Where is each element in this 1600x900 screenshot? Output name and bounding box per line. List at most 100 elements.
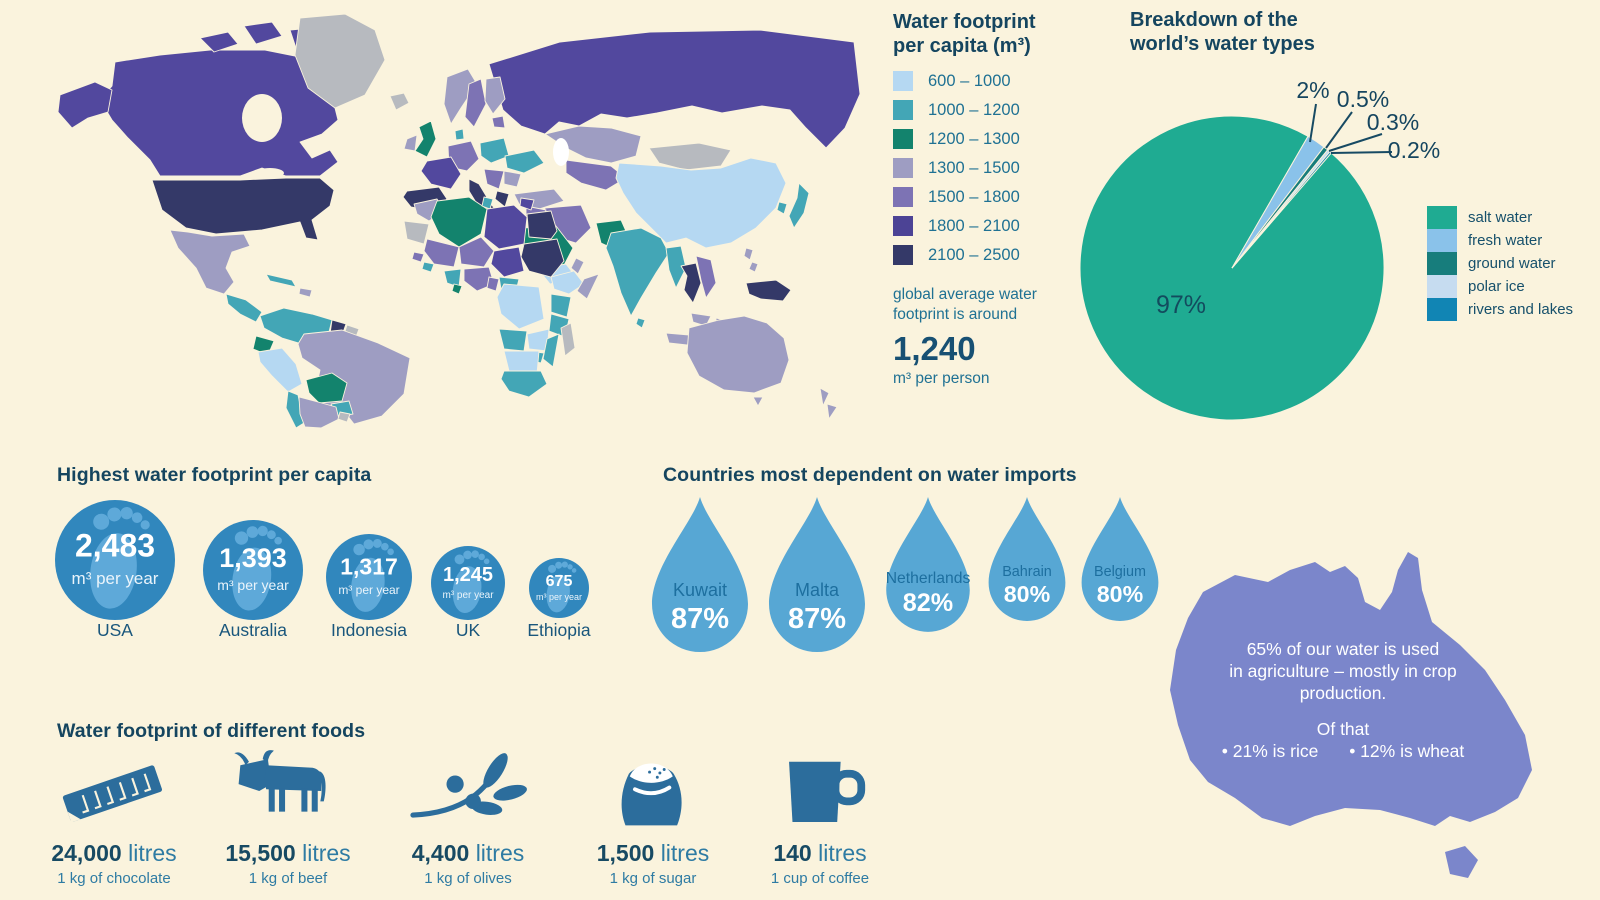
drop-country: Bahrain: [1002, 564, 1052, 580]
footprint-circle: 675 m³ per year Ethiopia: [527, 558, 591, 640]
footprint-circle: 2,483 m³ per year USA: [55, 500, 175, 640]
map-legend-item: 1300 – 1500: [893, 158, 1133, 178]
legend-swatch: [1427, 206, 1457, 229]
pie-slice-label: 0.2%: [1388, 137, 1440, 163]
footprint-circles-chart: 2,483 m³ per year USA 1,393 m³ per year Austr…: [55, 500, 591, 640]
water-drop: Netherlands 82%: [886, 497, 971, 632]
legend-label: ground water: [1468, 255, 1556, 272]
highest-footprint-title: Highest water footprint per capita: [57, 464, 372, 487]
legend-swatch: [893, 245, 913, 265]
pie-main-label: 97%: [1156, 291, 1206, 319]
legend-swatch: [1427, 275, 1457, 298]
australia-text: 65% of our water is used in agriculture …: [1173, 638, 1513, 762]
food-value: 24,000: [51, 840, 122, 866]
legend-swatch: [1427, 252, 1457, 275]
drop-percentage: 87%: [788, 603, 846, 635]
pie-callout-line: [1325, 111, 1353, 149]
food-desc: 1 cup of coffee: [770, 870, 870, 887]
legend-label: fresh water: [1468, 232, 1543, 249]
footprint-value: 1,245: [443, 564, 493, 586]
legend-label: 2100 – 2500: [928, 245, 1020, 264]
food-item-beef: 15,500 litres 1 kg of beef: [193, 748, 383, 887]
australia-line1: 65% of our water is used: [1246, 639, 1440, 659]
footprint-circle: 1,393 m³ per year Australia: [203, 520, 303, 640]
footprint-country: Ethiopia: [527, 620, 591, 640]
australia-mainland: [1170, 552, 1532, 826]
drop-country: Netherlands: [886, 570, 971, 587]
legend-label: 1500 – 1800: [928, 187, 1020, 206]
legend-swatch: [893, 129, 913, 149]
legend-swatch: [893, 100, 913, 120]
footprint-value: 2,483: [75, 527, 155, 563]
food-desc: 1 kg of sugar: [609, 870, 697, 887]
food-value: 1,500: [596, 840, 655, 866]
water-types-pie-section: Breakdown of the world’s water types 2% 0…: [1060, 5, 1600, 435]
legend-label: 1300 – 1500: [928, 158, 1020, 177]
global-average-note: global average water footprint is around: [893, 286, 1037, 323]
pie-slice-label: 2%: [1296, 77, 1329, 103]
footprint-circle: 1,317 m³ per year Indonesia: [326, 534, 412, 640]
tasmania: [1445, 846, 1478, 878]
food-unit: litres: [660, 840, 710, 866]
map-legend-rows: 600 – 1000 1000 – 1200 1200 – 1300 1300 – 1…: [893, 71, 1133, 265]
australia-rice: • 21% is rice: [1221, 741, 1319, 761]
cow-icon: [193, 748, 383, 834]
drop-country: Kuwait: [673, 580, 727, 600]
global-average-value: 1,240: [893, 330, 976, 367]
food-item-chocolate: 24,000 litres 1 kg of chocolate: [19, 748, 209, 887]
global-average-unit: m³ per person: [893, 370, 990, 387]
food-desc: 1 kg of chocolate: [57, 870, 171, 887]
map-legend-item: 1200 – 1300: [893, 129, 1133, 149]
chocolate-bar-icon: [19, 748, 209, 834]
footprint-unit: m³ per year: [536, 592, 582, 602]
australia-bullets: • 21% is rice • 12% is wheat: [1173, 740, 1513, 762]
legend-swatch: [893, 158, 913, 178]
legend-swatch: [893, 216, 913, 236]
map-legend-item: 1500 – 1800: [893, 187, 1133, 207]
map-legend-item: 600 – 1000: [893, 71, 1133, 91]
legend-label: polar ice: [1468, 278, 1525, 295]
footprint-unit: m³ per year: [442, 590, 494, 601]
pie-callout-line: [1328, 133, 1383, 152]
legend-label: 1000 – 1200: [928, 100, 1020, 119]
food-unit: litres: [475, 840, 525, 866]
water-types-pie-chart: 2% 0.5%0.3%0.2% 97%: [1079, 77, 1440, 421]
legend-swatch: [893, 71, 913, 91]
australia-of-that: Of that: [1316, 719, 1370, 739]
pie-callout-line: [1309, 103, 1317, 143]
foods-title: Water footprint of different foods: [57, 720, 366, 743]
legend-label: salt water: [1468, 209, 1533, 226]
australia-shape: [1170, 552, 1532, 878]
world-map: [57, 13, 861, 429]
legend-swatch: [1427, 229, 1457, 252]
legend-label: rivers and lakes: [1468, 301, 1574, 318]
food-item-sugar: 1,500 litres 1 kg of sugar: [558, 748, 748, 887]
footprint-unit: m³ per year: [217, 577, 289, 593]
drop-country: Belgium: [1094, 564, 1146, 580]
water-imports-title: Countries most dependent on water import…: [663, 464, 1077, 487]
legend-swatch: [1427, 298, 1457, 321]
footprint-country: USA: [97, 620, 133, 640]
footprint-country: Australia: [219, 620, 287, 640]
food-desc: 1 kg of beef: [248, 870, 328, 887]
map-legend: Water footprint per capita (m³) 600 – 10…: [893, 10, 1133, 388]
australia-line3: production.: [1299, 683, 1387, 703]
footprint-value: 675: [546, 573, 573, 590]
pie-legend-item: fresh water: [1427, 229, 1573, 252]
food-unit: litres: [818, 840, 867, 866]
pie-slice-salt-water: [1079, 115, 1385, 421]
australia-wheat: • 12% is wheat: [1349, 741, 1465, 761]
pie-title: Breakdown of the world’s water types: [1130, 9, 1315, 55]
footprint-unit: m³ per year: [338, 583, 399, 597]
pie-callout-line: [1330, 151, 1393, 154]
footprint-value: 1,393: [219, 543, 287, 573]
food-item-olives: 4,400 litres 1 kg of olives: [373, 748, 563, 887]
australia-line2: in agriculture – mostly in crop: [1229, 661, 1457, 681]
water-drop: Kuwait 87%: [652, 497, 748, 652]
legend-swatch: [893, 187, 913, 207]
pie-legend-item: ground water: [1427, 252, 1573, 275]
sugar-sack-icon: [558, 748, 748, 834]
footprint-unit: m³ per year: [72, 569, 159, 588]
